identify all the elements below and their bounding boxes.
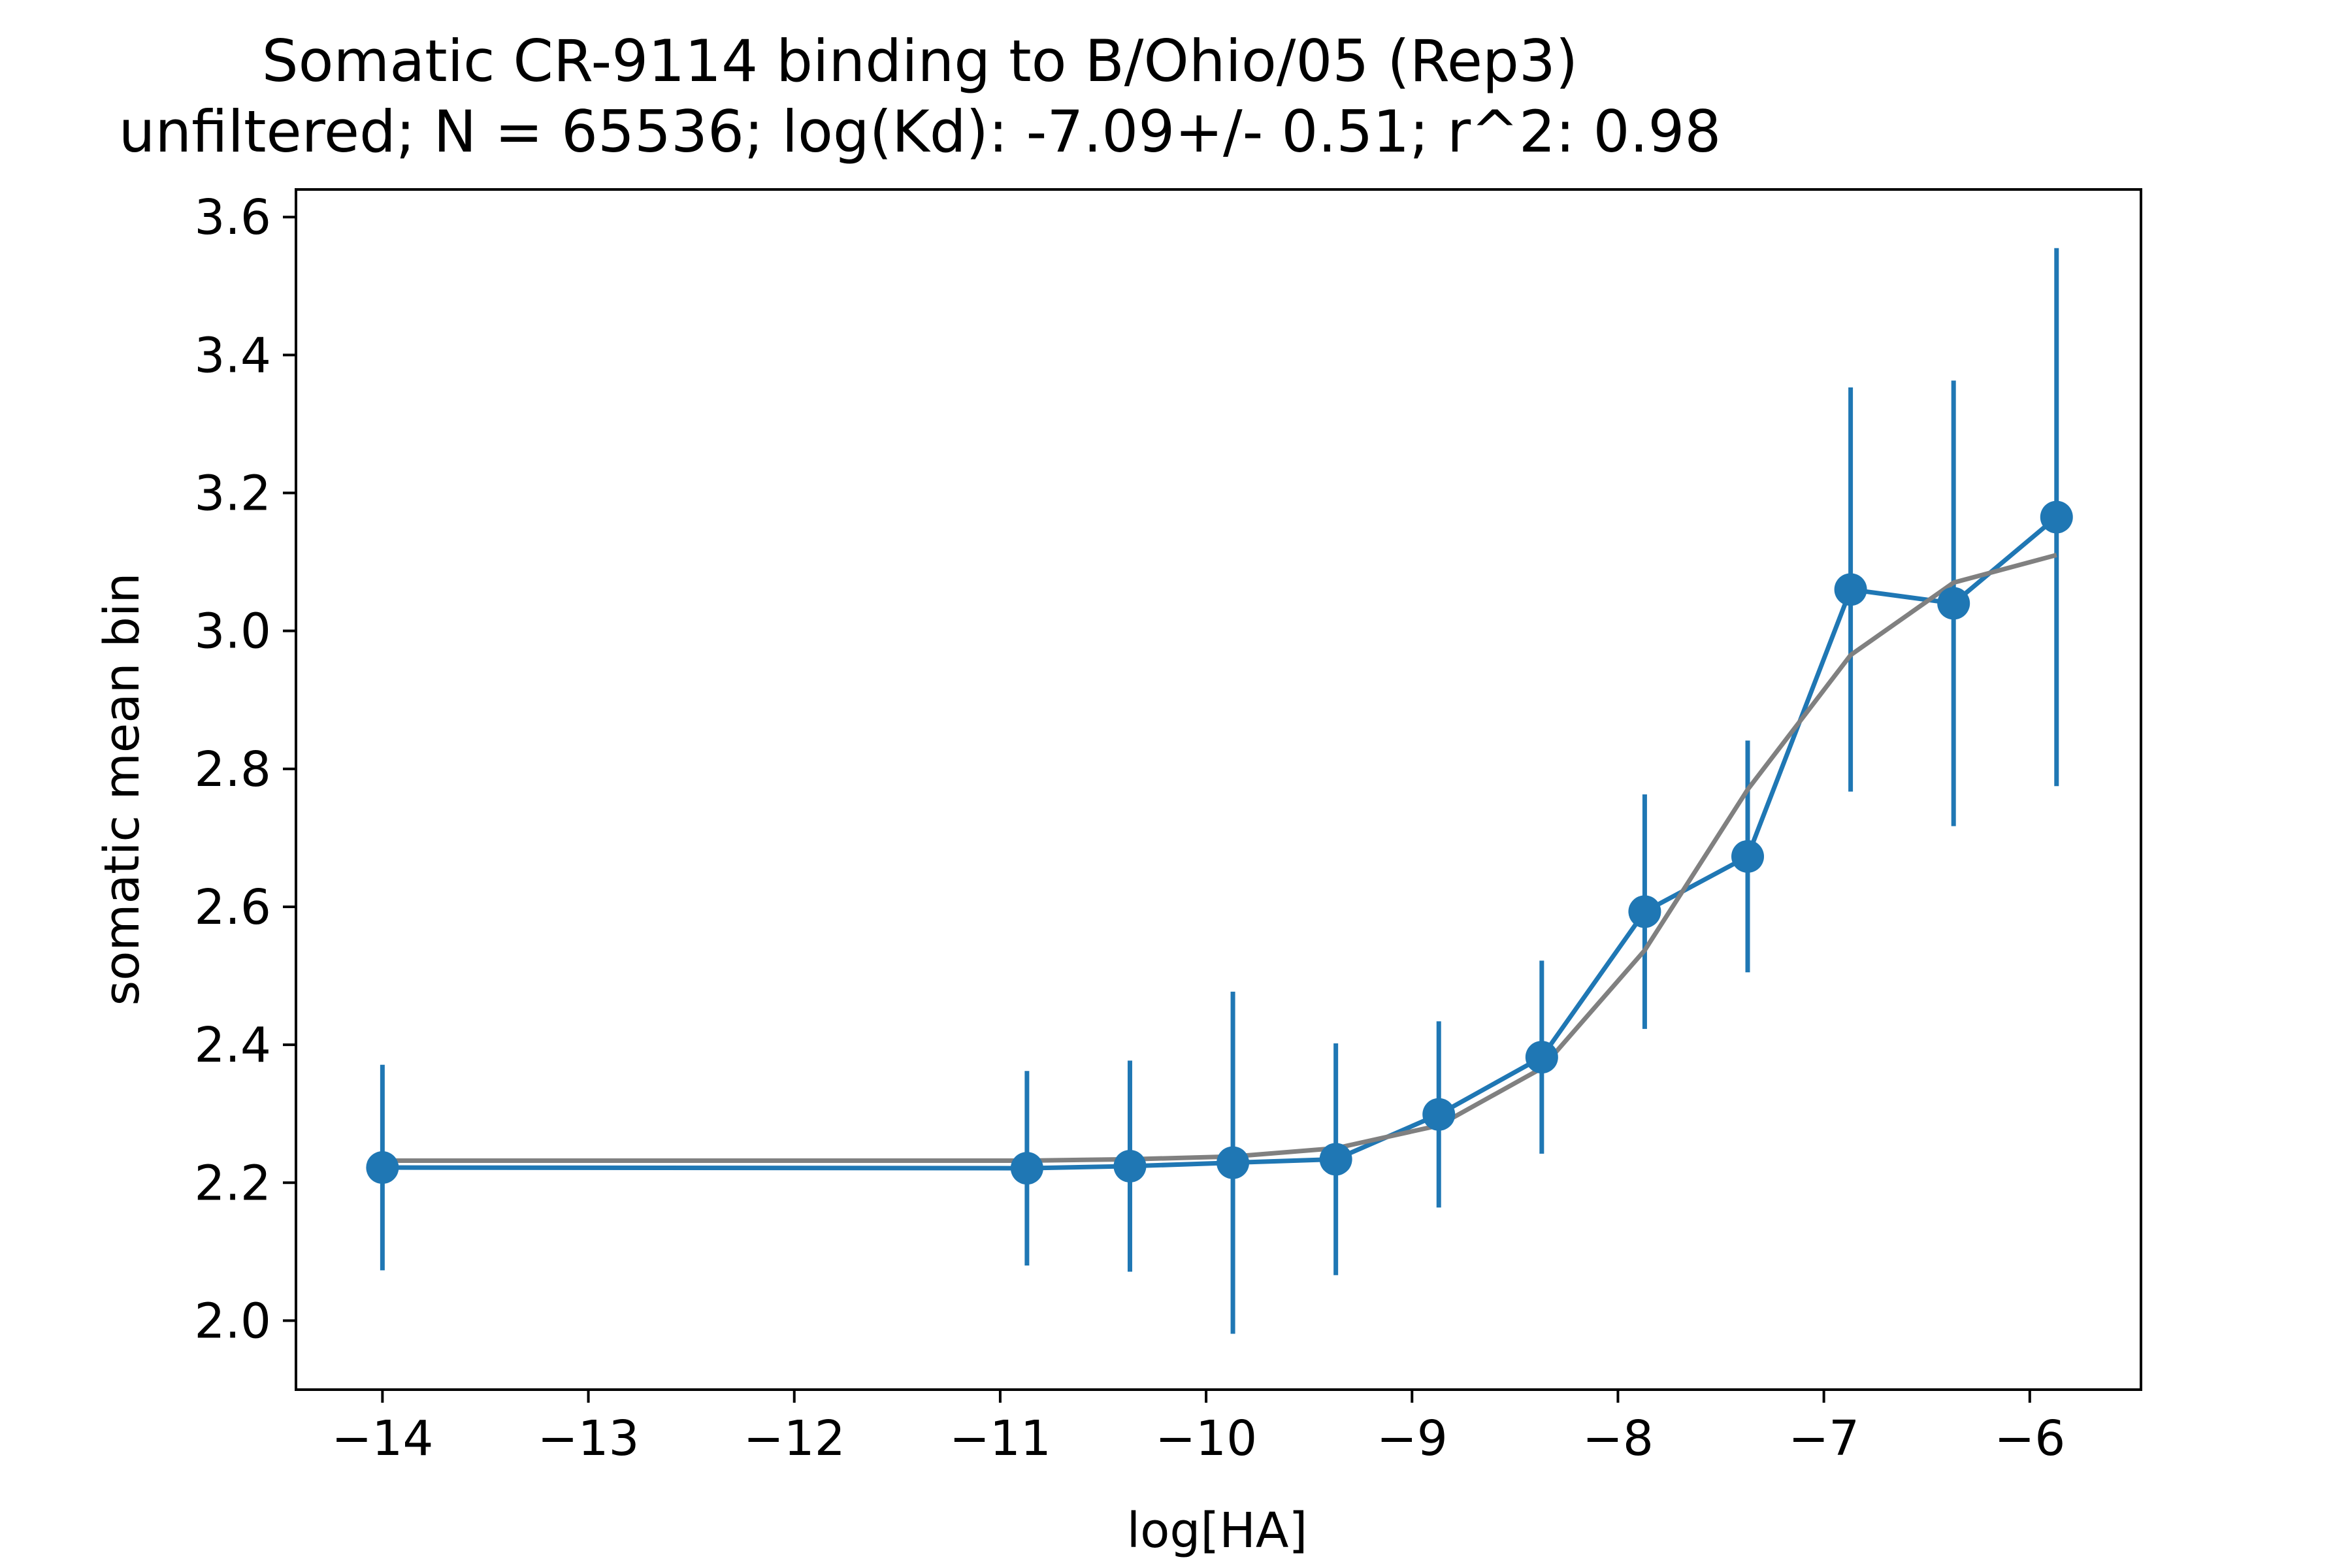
y-tick-label: 2.4 — [194, 1017, 271, 1073]
y-axis-label: somatic mean bin — [94, 573, 150, 1006]
y-tick-label: 2.2 — [194, 1155, 271, 1211]
data-point — [366, 1151, 399, 1184]
chart-subtitle: unfiltered; N = 65536; log(Kd): -7.09+/-… — [119, 98, 1722, 165]
data-point — [1937, 587, 1970, 620]
x-tick-label: −9 — [1377, 1411, 1448, 1467]
data-point — [2040, 500, 2073, 534]
chart-title: Somatic CR-9114 binding to B/Ohio/05 (Re… — [262, 27, 1578, 95]
data-point — [1010, 1152, 1043, 1185]
y-tick-label: 3.2 — [194, 466, 271, 522]
plot-area — [366, 248, 2073, 1334]
data-point — [1422, 1098, 1456, 1131]
x-tick-label: −13 — [537, 1411, 639, 1467]
x-tick-label: −10 — [1155, 1411, 1257, 1467]
data-point — [1834, 573, 1867, 606]
x-tick-label: −6 — [1994, 1411, 2065, 1467]
data-point — [1319, 1143, 1352, 1176]
data-point — [1628, 895, 1661, 928]
y-tick-label: 2.0 — [194, 1293, 271, 1349]
x-tick-label: −14 — [331, 1411, 433, 1467]
x-tick-label: −8 — [1582, 1411, 1654, 1467]
x-tick-label: −12 — [743, 1411, 845, 1467]
y-tick-label: 3.4 — [194, 327, 271, 384]
y-tick-label: 2.6 — [194, 879, 271, 936]
y-tick-label: 3.0 — [194, 604, 271, 660]
plot-frame — [295, 188, 2142, 1391]
y-axis: 2.0 2.2 2.4 2.6 2.8 3.0 3.2 3.4 3.6 — [194, 189, 296, 1349]
x-tick-label: −11 — [949, 1411, 1051, 1467]
data-point — [1731, 840, 1765, 873]
y-tick-label: 2.8 — [194, 742, 271, 798]
x-axis-label: log[HA] — [1127, 1503, 1308, 1559]
data-point — [1113, 1149, 1147, 1183]
y-tick-label: 3.6 — [194, 189, 271, 246]
data-point — [1217, 1146, 1250, 1179]
fit-curve — [382, 553, 2057, 1163]
x-tick-label: −7 — [1788, 1411, 1859, 1467]
data-series-line — [382, 515, 2059, 1171]
data-point — [1525, 1041, 1558, 1074]
x-axis: −14 −13 −12 −11 −10 −9 −8 −7 −6 — [331, 1390, 2065, 1467]
